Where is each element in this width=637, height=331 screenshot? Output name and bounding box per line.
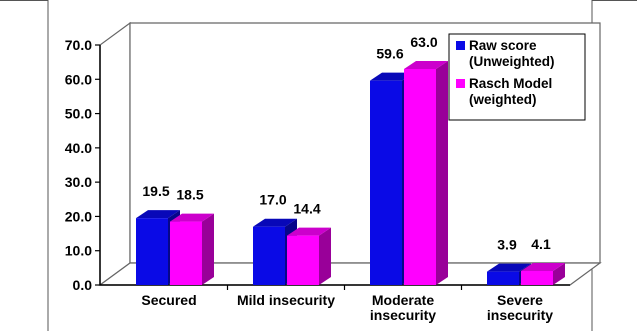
- y-tick-label: 40.0: [65, 140, 92, 156]
- legend-label: (Unweighted): [469, 54, 555, 69]
- x-tick-label: insecurity: [487, 307, 553, 323]
- bar-front: [253, 226, 285, 285]
- legend: Raw score(Unweighted) Rasch Model(weighte…: [448, 33, 586, 121]
- bar-top: [136, 210, 180, 219]
- bars-group: [136, 61, 565, 286]
- x-tick-label: Mild insecurity: [237, 292, 335, 308]
- data-label: 63.0: [410, 34, 437, 50]
- data-label: 18.5: [176, 187, 203, 203]
- bar-top: [404, 61, 448, 69]
- bar-front: [287, 235, 319, 285]
- y-tick-label: 10.0: [65, 243, 92, 259]
- bar-front: [404, 69, 436, 285]
- bar-top: [370, 72, 414, 81]
- y-tick-label: 0.0: [73, 277, 93, 293]
- bar-side: [553, 262, 565, 285]
- legend-label: (weighted): [469, 92, 537, 107]
- y-tick-label: 70.0: [65, 37, 92, 53]
- bar-front: [521, 270, 553, 285]
- bar-side: [436, 61, 448, 285]
- bar-front: [370, 80, 402, 286]
- x-axis: Secured Mild insecurity Moderateinsecurity…: [141, 285, 553, 323]
- y-tick-label: 50.0: [65, 106, 92, 122]
- y-axis: 0.0 10.0 20.0 30.0 40.0 50.0 60.0 70.0: [65, 37, 100, 293]
- bar-top: [170, 213, 214, 222]
- legend-swatch: [456, 41, 465, 50]
- data-label: 19.5: [142, 183, 169, 199]
- bar-top: [487, 263, 531, 272]
- data-label: 17.0: [259, 192, 286, 208]
- bar-front: [136, 218, 168, 285]
- bar: [170, 213, 214, 285]
- x-tick-label: Moderate: [372, 292, 434, 308]
- data-label: 14.4: [293, 201, 320, 217]
- legend-swatch: [456, 79, 465, 88]
- bar: [287, 227, 331, 285]
- data-label: 59.6: [376, 46, 403, 62]
- bar-top: [521, 262, 565, 271]
- data-label: 3.9: [497, 237, 517, 253]
- data-labels-group: 19.5 18.5 17.0 14.4 59.6 63.0 3.9 4.1: [142, 34, 551, 253]
- y-tick-label: 20.0: [65, 208, 92, 224]
- bar-top: [287, 227, 331, 236]
- bar-front: [170, 221, 202, 285]
- legend-box: [448, 33, 586, 121]
- legend-label: Raw score: [469, 38, 537, 53]
- bar-front: [487, 271, 519, 285]
- legend-label: Rasch Model: [469, 76, 552, 91]
- data-label: 4.1: [531, 236, 551, 252]
- x-tick-label: Severe: [497, 292, 543, 308]
- bar: [404, 61, 448, 285]
- y-tick-label: 30.0: [65, 174, 92, 190]
- x-tick-label: insecurity: [370, 307, 436, 323]
- x-tick-label: Secured: [141, 292, 196, 308]
- back-side-wall: [99, 21, 131, 287]
- bar-top: [253, 218, 297, 227]
- bar-side: [319, 227, 331, 285]
- y-tick-label: 60.0: [65, 71, 92, 87]
- bar: [521, 262, 565, 285]
- bar-side: [202, 213, 214, 285]
